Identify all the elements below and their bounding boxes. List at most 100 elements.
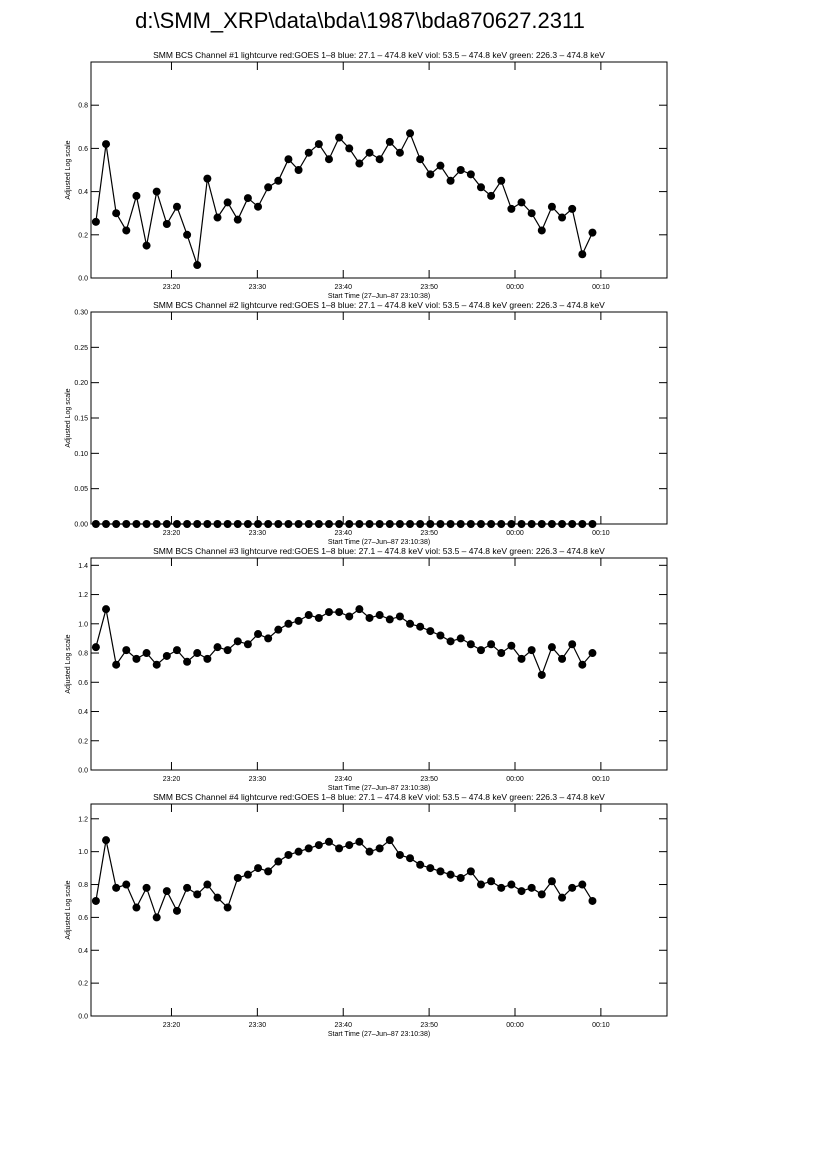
data-point	[294, 166, 303, 174]
x-tick-label: 23:30	[249, 1022, 267, 1029]
data-point	[456, 873, 465, 882]
data-point	[162, 220, 171, 228]
y-tick-label: 0.2	[78, 232, 88, 239]
data-point	[102, 836, 111, 845]
data-point	[102, 520, 111, 528]
y-tick-label: 1.4	[78, 563, 88, 570]
x-axis-label: Start Time (27–Jun–87 23:10:38)	[328, 539, 430, 546]
data-point	[162, 651, 171, 660]
y-tick-label: 0.6	[78, 680, 88, 687]
data-point	[223, 520, 232, 528]
data-point	[547, 520, 556, 528]
x-tick-label: 23:50	[420, 284, 438, 291]
data-point	[466, 867, 475, 876]
chart-title: SMM BCS Channel #1 lightcurve red:GOES 1…	[153, 50, 605, 60]
data-point	[527, 520, 536, 528]
data-point	[193, 890, 202, 899]
data-point	[304, 844, 313, 853]
data-point	[112, 209, 121, 218]
data-point	[335, 133, 344, 142]
data-point	[385, 836, 394, 845]
data-point	[91, 643, 100, 652]
y-tick-label: 0.05	[74, 486, 88, 493]
data-point	[132, 903, 141, 912]
data-point	[183, 883, 192, 892]
data-point	[537, 520, 546, 528]
plot-frame	[90, 557, 668, 771]
x-tick-label: 23:20	[163, 1022, 181, 1029]
data-point	[558, 654, 567, 663]
data-point	[324, 155, 333, 164]
data-point	[274, 520, 283, 528]
data-point	[264, 867, 273, 876]
data-point	[497, 883, 506, 892]
chart-title: SMM BCS Channel #2 lightcurve red:GOES 1…	[153, 300, 605, 310]
data-point	[314, 140, 323, 149]
data-point	[355, 837, 364, 846]
data-point	[517, 198, 526, 207]
data-point	[142, 241, 151, 250]
y-tick-label: 1.0	[78, 621, 88, 628]
data-point	[355, 605, 364, 614]
data-point	[193, 649, 202, 658]
data-point	[365, 847, 374, 856]
data-point	[476, 520, 485, 528]
data-point	[355, 159, 364, 168]
data-point	[172, 646, 181, 655]
data-point	[588, 228, 597, 237]
chart-title: SMM BCS Channel #3 lightcurve red:GOES 1…	[153, 546, 605, 556]
x-tick-label: 00:10	[592, 284, 610, 291]
data-point	[456, 520, 465, 528]
data-point	[558, 893, 567, 902]
x-tick-label: 23:40	[334, 1022, 352, 1029]
data-point	[172, 520, 181, 528]
data-point	[487, 520, 496, 528]
data-point	[284, 155, 293, 164]
y-axis-label: Adjusted Log scale	[65, 388, 72, 447]
data-point	[324, 608, 333, 617]
data-point	[152, 520, 161, 528]
data-point	[385, 520, 394, 528]
x-tick-label: 23:30	[249, 284, 267, 291]
data-point	[193, 520, 202, 528]
plot-frame	[90, 61, 668, 279]
data-point	[578, 250, 587, 259]
series-line	[95, 608, 593, 677]
x-axis-label: Start Time (27–Jun–87 23:10:38)	[328, 1031, 430, 1038]
data-point	[284, 619, 293, 628]
data-point	[91, 217, 100, 226]
data-point	[355, 520, 364, 528]
x-tick-label: 23:40	[334, 776, 352, 783]
data-point	[304, 611, 313, 620]
x-tick-label: 23:30	[249, 776, 267, 783]
data-point	[304, 148, 313, 157]
data-point	[487, 640, 496, 649]
data-point	[274, 857, 283, 866]
series-line	[95, 839, 593, 920]
y-tick-label: 0.0	[78, 276, 88, 283]
data-point	[233, 873, 242, 882]
data-point	[395, 148, 404, 157]
plot-frame	[90, 311, 668, 525]
data-point	[547, 202, 556, 211]
data-point	[537, 890, 546, 899]
x-tick-label: 23:50	[420, 1022, 438, 1029]
plot-frame	[90, 803, 668, 1017]
data-point	[436, 867, 445, 876]
x-tick-label: 23:20	[163, 284, 181, 291]
data-point	[588, 520, 597, 528]
data-point	[213, 520, 222, 528]
data-point	[578, 880, 587, 889]
data-point	[335, 520, 344, 528]
data-point	[264, 183, 273, 192]
data-point	[203, 520, 212, 528]
data-point	[476, 880, 485, 889]
x-tick-label: 23:40	[334, 284, 352, 291]
x-tick-label: 23:30	[249, 530, 267, 537]
data-point	[568, 883, 577, 892]
data-point	[335, 608, 344, 617]
x-axis-label: Start Time (27–Jun–87 23:10:38)	[328, 293, 430, 300]
data-point	[385, 615, 394, 624]
